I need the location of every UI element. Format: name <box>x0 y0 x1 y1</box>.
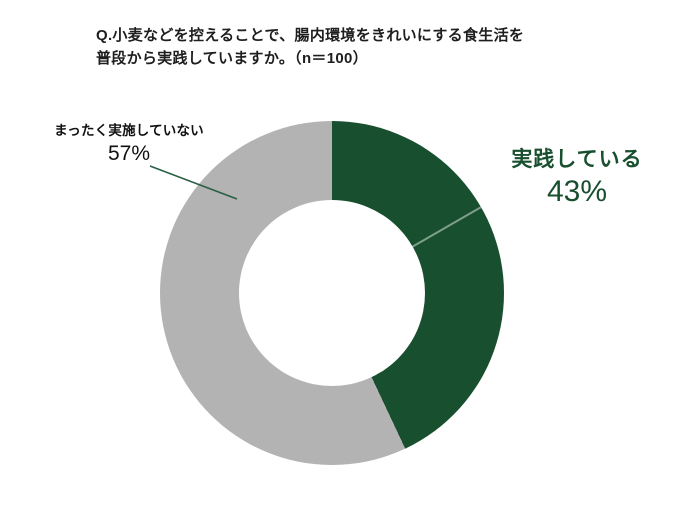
donut-hole <box>239 200 425 386</box>
left-annotation-value: 57% <box>107 142 151 165</box>
chart-title: Q.小麦などを控えることで、腸内環境をきれいにする食生活を 普段から実践していま… <box>96 24 524 70</box>
right-annotation-label: 実践している <box>511 148 643 171</box>
right-annotation-value: 43% <box>546 175 608 208</box>
chart-title-line1: Q.小麦などを控えることで、腸内環境をきれいにする食生活を <box>96 27 525 44</box>
right-annotation: 実践している 43% <box>494 143 660 209</box>
chart-title-line2: 普段から実践していますか。（n＝100） <box>96 50 368 67</box>
left-annotation: まったく実施していない 57% <box>48 119 210 166</box>
left-annotation-label: まったく実施していない <box>54 123 204 138</box>
donut-chart <box>160 121 504 465</box>
